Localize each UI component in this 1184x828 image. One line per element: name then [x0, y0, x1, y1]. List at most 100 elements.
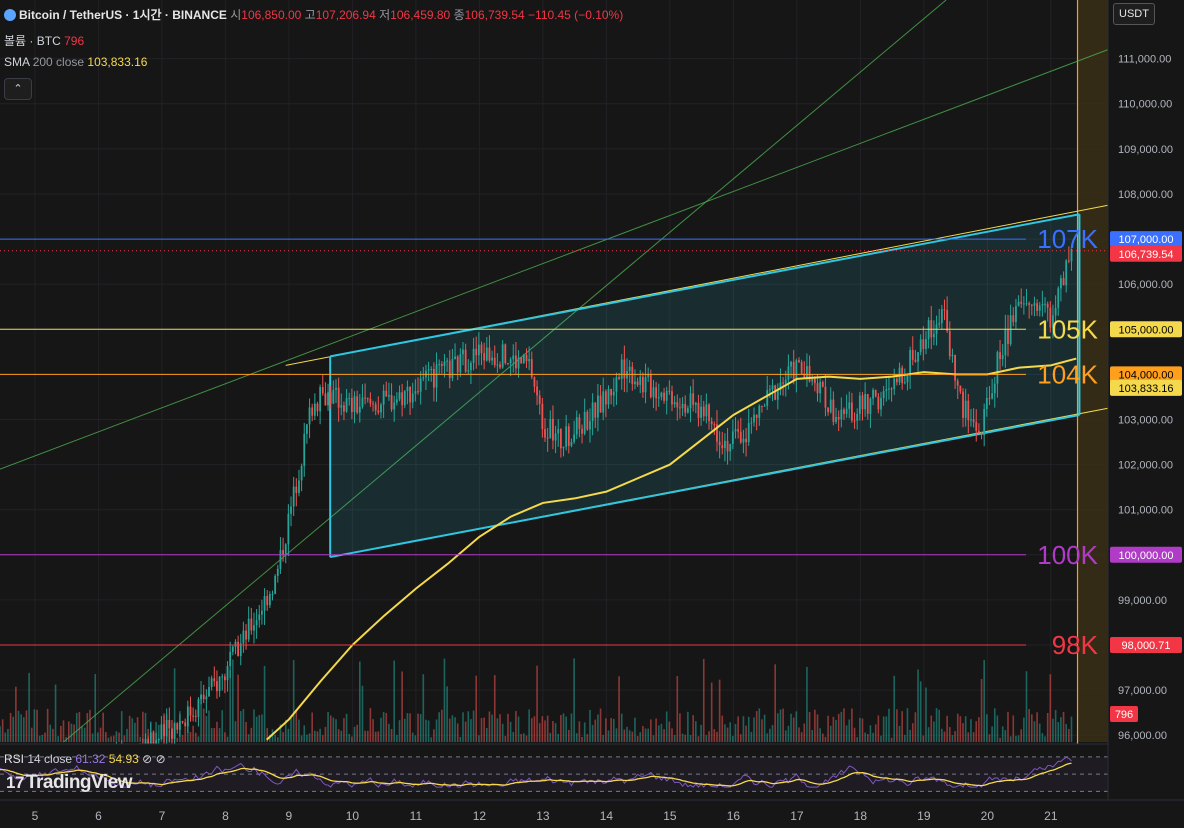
volume-bar — [914, 712, 917, 742]
candle-body — [705, 404, 708, 417]
candle-body — [895, 378, 898, 383]
volume-bar — [210, 727, 213, 742]
candle-body — [790, 361, 792, 367]
candle-body — [1046, 303, 1049, 308]
currency-button[interactable]: USDT — [1113, 3, 1155, 25]
candle-body — [554, 433, 557, 441]
candle-body — [853, 420, 856, 422]
candle-body — [253, 625, 255, 631]
sma-legend[interactable]: SMA 200 close 103,833.16 — [4, 55, 147, 69]
volume-bar — [23, 717, 25, 742]
volume-bar — [242, 709, 245, 742]
volume-bar — [99, 727, 102, 742]
volume-bar — [356, 724, 358, 742]
volume-bar — [1052, 718, 1054, 742]
candle-body — [948, 331, 951, 357]
candle-body — [761, 405, 763, 407]
candle-body — [692, 393, 695, 405]
volume-bar — [570, 713, 573, 742]
volume-bar — [250, 727, 253, 742]
volume-bar — [411, 732, 414, 742]
candle-body — [739, 431, 742, 443]
volume-bar — [393, 660, 396, 742]
volume-bar — [401, 671, 403, 742]
volume-bar — [750, 731, 753, 742]
channel-lower-line[interactable] — [329, 413, 1080, 559]
channel-upper-line[interactable] — [329, 213, 1080, 358]
current-price-tag: 106,739.54 — [1118, 249, 1173, 261]
volume-bar — [774, 664, 776, 742]
candle-body — [398, 392, 401, 400]
volume-bar — [83, 727, 86, 742]
rsi-legend[interactable]: RSI 14 close 61.32 54.93 ⊘ ⊘ — [4, 752, 166, 766]
volume-legend[interactable]: 볼륨 · BTC 796 — [4, 32, 84, 49]
volume-bar — [634, 717, 636, 742]
candle-body — [179, 721, 181, 730]
volume-bar — [49, 724, 52, 742]
volume-bar — [795, 711, 798, 742]
candle-body — [544, 429, 546, 438]
volume-bar — [134, 722, 136, 742]
volume-bar — [552, 721, 554, 742]
price-axis-background — [1108, 0, 1184, 800]
volume-bar — [491, 714, 493, 742]
candle-body — [581, 428, 583, 434]
candle-body — [930, 320, 933, 338]
volume-bar — [837, 713, 840, 742]
candle-body — [954, 354, 956, 381]
candle-body — [268, 594, 271, 606]
volume-bar — [745, 725, 747, 742]
candle-body — [483, 353, 486, 361]
volume-bar — [993, 708, 996, 742]
candle-body — [999, 352, 1001, 360]
candle-body — [869, 398, 872, 414]
volume-bar — [184, 727, 186, 742]
volume-bar — [239, 711, 242, 742]
volume-bar — [697, 736, 700, 742]
volume-bar — [118, 732, 120, 742]
volume-bar — [390, 728, 393, 742]
volume-bar — [599, 708, 602, 742]
volume-bar — [591, 725, 594, 742]
candle-body — [546, 437, 549, 439]
candle-body — [573, 434, 576, 442]
volume-bar — [319, 728, 321, 742]
volume-bar — [872, 732, 874, 742]
volume-bar — [86, 713, 89, 742]
candle-body — [221, 676, 224, 678]
volume-bar — [224, 732, 226, 742]
volume-bar — [631, 731, 634, 742]
time-tick-label: 12 — [473, 809, 487, 823]
volume-bar — [441, 709, 443, 742]
volume-bar — [266, 728, 269, 742]
volume-bar — [38, 735, 41, 742]
hide-icon[interactable]: ⊘ — [142, 752, 153, 766]
candle-body — [1022, 303, 1025, 305]
volume-bar — [845, 725, 848, 742]
volume-bar — [904, 734, 906, 742]
volume-bar — [467, 711, 470, 742]
volume-bar — [816, 714, 819, 742]
volume-bar — [1041, 733, 1044, 742]
candle-body — [438, 364, 441, 366]
volume-bar — [708, 731, 710, 742]
volume-bar — [946, 715, 948, 742]
tradingview-logo[interactable]: 17 TradingView — [6, 772, 133, 794]
volume-bar — [464, 721, 467, 742]
volume-bar — [509, 721, 512, 742]
volume-bar — [843, 708, 845, 742]
hide-icon-2[interactable]: ⊘ — [155, 752, 166, 766]
candle-body — [562, 446, 565, 449]
candle-body — [157, 738, 160, 741]
volume-bar — [713, 729, 716, 742]
volume-bar — [901, 711, 903, 742]
volume-bar — [689, 734, 692, 742]
candle-body — [171, 728, 173, 739]
collapse-legend-button[interactable]: ⌃ — [4, 78, 32, 100]
symbol-title[interactable]: Bitcoin / TetherUS · 1시간 · BINANCE — [19, 8, 227, 22]
volume-bar — [544, 720, 546, 742]
bitcoin-logo-icon — [4, 9, 16, 21]
volume-bar — [525, 735, 528, 742]
candle-body — [1070, 248, 1073, 262]
